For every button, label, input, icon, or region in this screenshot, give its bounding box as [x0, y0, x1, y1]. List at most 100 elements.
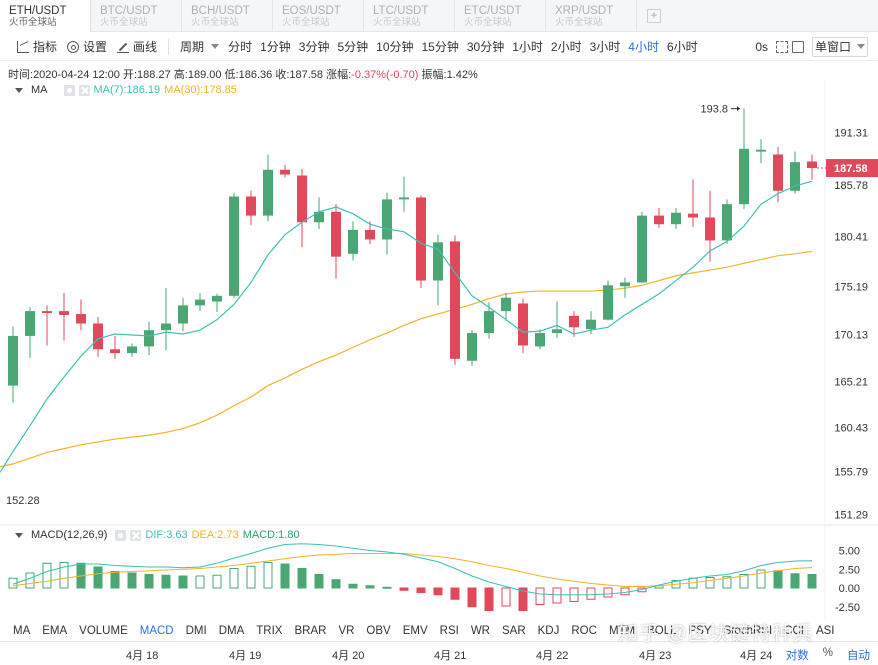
- indicator-macd[interactable]: MACD: [139, 625, 174, 637]
- refresh-timer: 0s: [755, 39, 768, 54]
- tab-symbol: BCH/USDT: [191, 5, 250, 17]
- chevron-down-icon: [857, 44, 865, 49]
- indicators-label: 指标: [33, 40, 58, 54]
- time-value: 2020-04-24 12:00: [33, 69, 120, 81]
- tab-ltc-usdt[interactable]: LTC/USDT 火币全球站: [364, 0, 455, 32]
- timeframe-option[interactable]: 1分钟: [260, 40, 291, 54]
- tab-eth-usdt[interactable]: ETH/USDT 火币全球站: [0, 0, 91, 32]
- settings-button[interactable]: 设置: [62, 38, 112, 55]
- collapse-icon[interactable]: [15, 532, 23, 538]
- chevron-down-icon: [211, 44, 220, 49]
- indicator-boll[interactable]: BOLL: [647, 625, 677, 637]
- macd-bar: [25, 572, 35, 589]
- watermark: 知乎 @区块链特种兵: [618, 623, 814, 645]
- indicator-dma[interactable]: DMA: [218, 625, 245, 637]
- indicator-wr[interactable]: WR: [470, 625, 490, 637]
- macd-bar: [212, 574, 222, 589]
- indicator-roc[interactable]: ROC: [571, 625, 597, 637]
- timeframe-option[interactable]: 2小时: [550, 40, 582, 54]
- settings-label: 设置: [83, 40, 108, 54]
- indicator-vr[interactable]: VR: [338, 625, 355, 637]
- indicator-sar[interactable]: SAR: [501, 625, 526, 637]
- settings-icon[interactable]: [63, 84, 75, 96]
- settings-icon[interactable]: [115, 529, 127, 541]
- macd-bar: [739, 574, 749, 589]
- timeframe-option[interactable]: 15分钟: [421, 40, 459, 54]
- log-scale-button[interactable]: 对数: [785, 650, 809, 662]
- indicator-stochrsi[interactable]: StochRSI: [723, 625, 773, 637]
- high-value: 189.00: [187, 69, 222, 81]
- high-label: 高:: [173, 69, 188, 81]
- percent-scale-button[interactable]: %: [822, 647, 833, 659]
- indicator-ema[interactable]: EMA: [42, 625, 68, 637]
- macd-bar: [263, 562, 273, 589]
- timeframe-option[interactable]: 分时: [228, 40, 253, 54]
- period-dropdown[interactable]: 周期: [175, 38, 224, 55]
- fullscreen-icon[interactable]: [776, 40, 788, 53]
- indicator-emv[interactable]: EMV: [402, 625, 428, 637]
- draw-line-button[interactable]: 画线: [112, 38, 162, 55]
- indicator-dmi[interactable]: DMI: [185, 625, 207, 637]
- price-tick-label: 160.43: [834, 422, 868, 434]
- timeframe-option[interactable]: 4小时: [628, 40, 659, 54]
- screenshot-icon[interactable]: [792, 40, 804, 53]
- candle-body: [178, 305, 188, 324]
- low-value: 186.36: [238, 69, 273, 81]
- timeframe-option[interactable]: 6小时: [666, 40, 698, 54]
- tab-xrp-usdt[interactable]: XRP/USDT 火币全球站: [546, 0, 637, 32]
- add-tab-icon[interactable]: +: [647, 9, 661, 23]
- indicator-brar[interactable]: BRAR: [294, 625, 327, 637]
- indicators-button[interactable]: 指标: [12, 38, 62, 55]
- indicator-ma[interactable]: MA: [13, 625, 31, 637]
- candle-body: [314, 211, 324, 223]
- candle-body: [535, 333, 545, 347]
- macd-bar: [144, 574, 154, 589]
- tab-bch-usdt[interactable]: BCH/USDT 火币全球站: [182, 0, 273, 32]
- indicator-volume[interactable]: VOLUME: [79, 625, 128, 637]
- indicator-asi[interactable]: ASI: [815, 625, 835, 637]
- tab-etc-usdt[interactable]: ETC/USDT 火币全球站: [455, 0, 546, 32]
- window-mode-dropdown[interactable]: 单窗口: [812, 36, 868, 57]
- indicator-obv[interactable]: OBV: [366, 625, 391, 637]
- timeframe-option[interactable]: 3分钟: [298, 40, 330, 54]
- macd-bar: [42, 562, 52, 589]
- timeframe-option[interactable]: 10分钟: [376, 40, 414, 54]
- pen-icon: [117, 41, 130, 53]
- open-value: 188.27: [137, 69, 171, 81]
- candle-body: [416, 197, 426, 281]
- macd-bar: [467, 587, 477, 608]
- candle-body: [739, 148, 749, 205]
- macd-bar: [110, 571, 120, 589]
- macd-bar: [450, 587, 460, 600]
- candle-body: [756, 149, 766, 152]
- indicator-mtm[interactable]: MTM: [608, 625, 636, 637]
- candle-body: [484, 311, 494, 334]
- tab-exchange: 火币全球站: [191, 17, 239, 28]
- tab-exchange: 火币全球站: [373, 17, 421, 28]
- close-icon[interactable]: [130, 529, 142, 541]
- timeframe-option[interactable]: 30分钟: [466, 40, 505, 54]
- indicator-kdj[interactable]: KDJ: [537, 625, 560, 637]
- collapse-icon[interactable]: [15, 87, 23, 93]
- macd-tick-label: -2.50: [835, 602, 860, 614]
- indicator-cci[interactable]: CCI: [784, 625, 804, 637]
- candle-body: [586, 319, 596, 330]
- macd-legend: MACD(12,26,9) DIF:3.63 DEA:2.73 MACD:1.8…: [15, 529, 300, 541]
- candle-body: [161, 323, 171, 331]
- macd-bar: [399, 587, 409, 591]
- timeframe-option[interactable]: 1小时: [512, 40, 543, 54]
- auto-scale-button[interactable]: 自动: [847, 650, 870, 662]
- indicator-psy[interactable]: PSY: [688, 625, 712, 637]
- close-icon[interactable]: [78, 84, 90, 96]
- indicator-trix[interactable]: TRIX: [256, 625, 283, 637]
- timeframe-option[interactable]: 5分钟: [337, 40, 369, 54]
- price-tick-label: 165.21: [834, 377, 868, 389]
- tab-eos-usdt[interactable]: EOS/USDT 火币全球站: [273, 0, 364, 32]
- tab-btc-usdt[interactable]: BTC/USDT 火币全球站: [91, 0, 182, 32]
- indicator-rsi[interactable]: RSI: [439, 625, 459, 637]
- tab-exchange: 火币全球站: [282, 17, 330, 28]
- timeframe-option[interactable]: 3小时: [589, 40, 621, 54]
- price-tick-label: 170.13: [834, 330, 868, 342]
- candle-body: [807, 161, 817, 169]
